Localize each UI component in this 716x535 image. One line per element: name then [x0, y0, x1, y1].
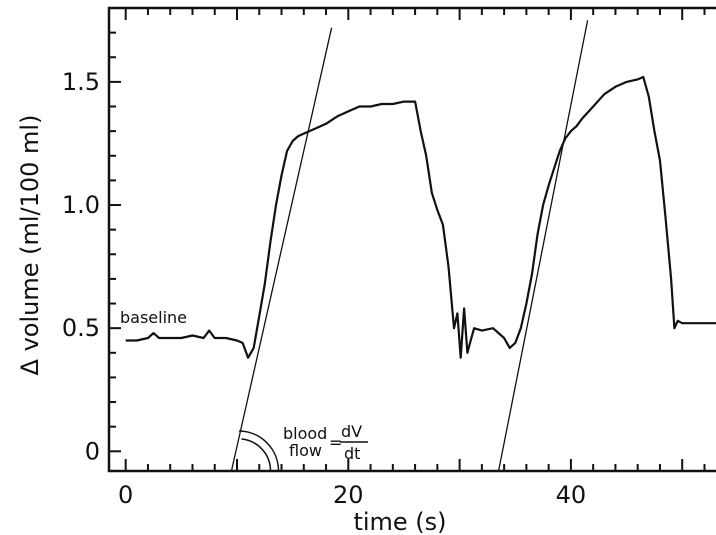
formula-equals: =	[329, 433, 342, 452]
x-tick-label: 40	[556, 481, 587, 509]
tick-labels: 0 20 40 0 0.5 1.0 1.5	[62, 68, 586, 509]
plot-frame	[107, 6, 716, 473]
x-axis-label: time (s)	[353, 508, 446, 535]
x-tick-label: 20	[333, 481, 364, 509]
x-tick-label: 0	[118, 481, 133, 509]
formula-denominator: dt	[344, 444, 360, 463]
formula-numerator: dV	[341, 422, 362, 441]
baseline-annotation: baseline	[120, 308, 187, 327]
y-tick-label: 0	[85, 437, 100, 465]
volume-trace	[125, 75, 716, 359]
tangent-line	[230, 27, 333, 472]
angle-arc-outer	[238, 430, 280, 472]
y-axis-label: Δ volume (ml/100 ml)	[16, 115, 44, 376]
angle-arc-inner	[241, 438, 272, 472]
y-tick-label: 1.0	[62, 191, 100, 219]
ticks	[109, 8, 706, 471]
tangent-line	[497, 20, 589, 472]
flow-formula: blood flow = dV dt	[238, 422, 368, 472]
formula-flow: flow	[289, 441, 322, 460]
y-tick-label: 0.5	[62, 314, 100, 342]
y-tick-label: 1.5	[62, 68, 100, 96]
formula-blood: blood	[283, 424, 327, 443]
marks	[125, 20, 716, 472]
